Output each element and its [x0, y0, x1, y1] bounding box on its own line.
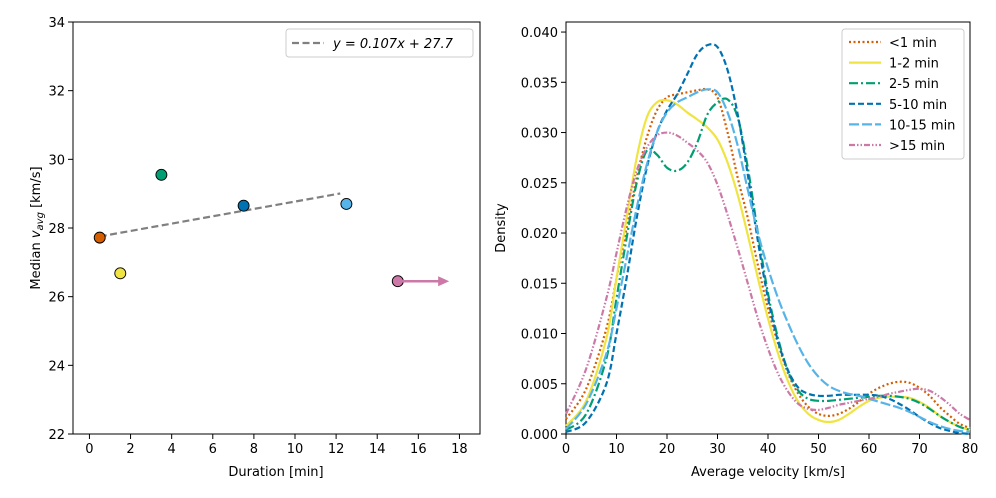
- right-x-tick-label: 50: [810, 442, 827, 457]
- right-legend: <1 min 1-2 min 2-5 min 5-10 min 10-15 min >15…: [841, 28, 965, 160]
- left-y-tick-label: 24: [48, 359, 65, 374]
- right-x-tick-label: 70: [911, 442, 928, 457]
- right-x-tick-label: 40: [760, 442, 777, 457]
- left-y-tick-label: 26: [48, 291, 65, 306]
- right-x-ticks: 0 10 20 30 40 50 60 70 80: [562, 434, 978, 457]
- right-x-tick-label: 60: [861, 442, 878, 457]
- right-x-tick-label: 20: [659, 442, 676, 457]
- scatter-point: [155, 168, 168, 181]
- right-y-axis-label: Density: [494, 203, 509, 253]
- right-y-tick-label: 0.020: [521, 227, 558, 242]
- legend-label: <1 min: [889, 36, 937, 51]
- density-curves: [564, 43, 971, 436]
- left-x-tick-label: 12: [328, 442, 345, 457]
- left-x-tick-label: 10: [287, 442, 304, 457]
- legend-label: 2-5 min: [889, 77, 939, 92]
- left-y-ticks: 22 24 26 28 30 32 34: [48, 16, 73, 443]
- right-y-tick-label: 0.035: [521, 76, 558, 91]
- right-y-tick-label: 0.010: [521, 328, 558, 343]
- right-panel: 0 10 20 30 40 50 60 70 80 0.0000.0050.0100.0150.…: [494, 21, 978, 480]
- left-x-tick-label: 6: [209, 442, 217, 457]
- left-legend: y = 0.107x + 27.7: [285, 28, 474, 58]
- left-x-tick-label: 18: [451, 442, 468, 457]
- left-x-tick-label: 2: [126, 442, 134, 457]
- left-x-tick-label: 0: [85, 442, 93, 457]
- legend-label: >15 min: [889, 139, 945, 154]
- arrow-head: [438, 276, 450, 287]
- right-y-tick-label: 0.005: [521, 378, 558, 393]
- left-y-tick-label: 32: [48, 85, 65, 100]
- right-y-tick-label: 0.025: [521, 177, 558, 192]
- scatter-point: [237, 199, 250, 212]
- left-y-tick-label: 34: [48, 16, 65, 31]
- left-y-label-suffix: [km/s]: [29, 166, 44, 212]
- left-y-label-var: v: [29, 230, 44, 238]
- left-plot-frame: [72, 21, 481, 435]
- left-y-tick-label: 28: [48, 222, 65, 237]
- left-y-label-sub: avg: [35, 212, 46, 230]
- legend-fit-label: y = 0.107x + 27.7: [332, 37, 454, 52]
- fit-line: [99, 192, 341, 238]
- right-x-tick-label: 0: [562, 442, 570, 457]
- left-y-axis-label: Median vavg [km/s]: [29, 166, 46, 289]
- right-y-tick-label: 0.030: [521, 127, 558, 142]
- scatter-point: [93, 231, 106, 244]
- legend-label: 10-15 min: [889, 118, 955, 133]
- right-y-tick-label: 0.015: [521, 277, 558, 292]
- left-y-label-prefix: Median: [29, 238, 44, 289]
- left-x-tick-label: 8: [250, 442, 258, 457]
- density-curve: [564, 131, 971, 421]
- left-legend-box: [285, 28, 474, 58]
- scatter-points: [93, 168, 404, 288]
- legend-label: 1-2 min: [889, 57, 939, 72]
- left-y-tick-label: 30: [48, 153, 65, 168]
- right-x-tick-label: 80: [962, 442, 979, 457]
- right-y-tick-label: 0.000: [521, 428, 558, 443]
- left-x-tick-label: 16: [410, 442, 427, 457]
- right-y-tick-label: 0.040: [521, 26, 558, 41]
- left-x-ticks: 0 2 4 6 8 10 12 14 16 18: [85, 434, 468, 457]
- scatter-point: [114, 267, 127, 280]
- left-y-tick-label: 22: [48, 428, 65, 443]
- right-x-tick-label: 10: [608, 442, 625, 457]
- left-x-tick-label: 4: [168, 442, 176, 457]
- density-curve: [565, 88, 971, 434]
- right-x-axis-label: Average velocity [km/s]: [691, 465, 845, 480]
- right-y-ticks: 0.000 0.005 0.010 0.015 0.020 0.025 0.030 0.035…: [521, 26, 566, 443]
- right-x-tick-label: 30: [709, 442, 726, 457]
- scatter-point: [340, 198, 353, 210]
- density-curve: [565, 99, 971, 432]
- left-x-tick-label: 14: [369, 442, 386, 457]
- left-x-axis-label: Duration [min]: [228, 465, 323, 480]
- legend-label: 5-10 min: [889, 98, 947, 113]
- arrow-marker: [397, 276, 450, 287]
